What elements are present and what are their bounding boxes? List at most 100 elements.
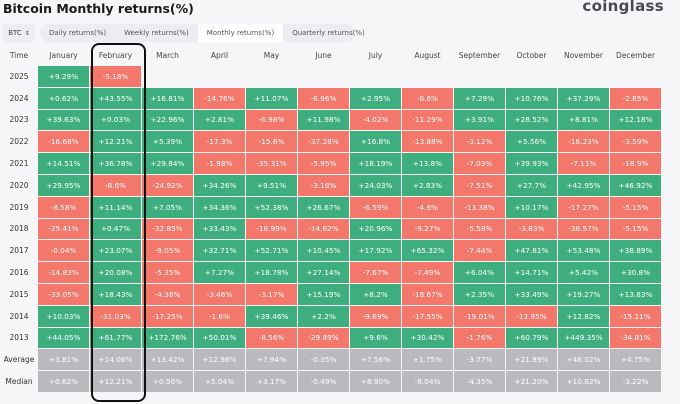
return-cell: +29.95% <box>38 174 89 196</box>
return-cell: +19.27% <box>558 283 609 305</box>
return-cell: +14.51% <box>38 153 89 174</box>
return-cell: +12.21% <box>90 131 141 153</box>
return-cell: +29.84% <box>142 153 193 174</box>
month-header-august: August <box>414 50 441 60</box>
return-cell: -17.27% <box>558 196 609 218</box>
return-cell: -19.01% <box>454 305 505 327</box>
row-label: 2022 <box>9 137 29 147</box>
return-cell: -12.95% <box>506 305 557 327</box>
return-cell: +43.55% <box>90 87 141 109</box>
return-cell: -7.11% <box>558 153 609 174</box>
return-cell: -15.6% <box>246 131 297 153</box>
return-cell: +10.03% <box>38 305 89 327</box>
return-cell: +18.43% <box>90 283 141 305</box>
return-cell: +9.6% <box>350 327 401 349</box>
month-header-march: March <box>156 50 179 60</box>
return-cell: -24.92% <box>142 174 193 196</box>
return-cell: -0.04% <box>38 240 89 262</box>
updown-chevron-icon: ⇕ <box>24 29 30 37</box>
return-cell: +20.08% <box>90 262 141 283</box>
return-cell: +0.47% <box>90 218 141 240</box>
return-cell: +449.35% <box>558 327 609 349</box>
row-label: 2016 <box>9 268 29 278</box>
return-cell: +28.52% <box>506 109 557 131</box>
row-label: 2014 <box>9 311 29 321</box>
return-cell: +0.50% <box>142 371 193 392</box>
tab-daily-returns[interactable]: Daily returns(%) <box>49 29 107 37</box>
month-header-february: February <box>98 50 133 60</box>
return-cell: +14.06% <box>90 349 141 371</box>
return-cell: +39.63% <box>38 109 89 131</box>
return-cell: -3.12% <box>454 131 505 153</box>
return-cell: +5.39% <box>142 131 193 153</box>
return-cell: -4.6% <box>402 196 453 218</box>
return-cell: +23.07% <box>90 240 141 262</box>
month-header-april: April <box>210 50 229 60</box>
return-cell: +11.98% <box>298 109 349 131</box>
month-header-january: January <box>49 50 78 60</box>
row-label: Average <box>3 355 35 365</box>
return-cell: -4.35% <box>454 371 505 392</box>
return-cell: +16.81% <box>142 87 193 109</box>
table-header-row: Time January February March April May June Jul… <box>1 45 661 65</box>
return-cell: +172.76% <box>142 327 193 349</box>
table-row: Average +3.81% +14.06% +13.42% +12.98% +7.94%… <box>1 349 661 371</box>
return-cell: -5.58% <box>454 218 505 240</box>
return-cell: +3.81% <box>38 349 89 371</box>
row-label: 2017 <box>9 246 29 256</box>
coinglass-logo: coinglass <box>582 0 664 15</box>
asset-select[interactable]: BTC ⇕ <box>3 24 35 42</box>
return-cell: +0.62% <box>38 87 89 109</box>
return-cell <box>454 66 505 87</box>
table-row: 2018 -25.41% +0.47% -32.85% +33.43% -18.99% -1… <box>1 218 661 240</box>
return-cell: +16.8% <box>350 131 401 153</box>
return-cell: +7.94% <box>246 349 297 371</box>
month-header-november: November <box>563 50 604 60</box>
return-cell: +11.07% <box>246 87 297 109</box>
table-row: 2022 -16.68% +12.21% +5.39% -17.3% -15.6% -37.… <box>1 131 661 153</box>
return-cell: -29.89% <box>298 327 349 349</box>
return-cell: +24.03% <box>350 174 401 196</box>
row-label: 2020 <box>9 180 29 190</box>
row-label: 2019 <box>9 202 29 212</box>
return-cell: -3.77% <box>454 349 505 371</box>
table-row: 2016 -14.83% +20.08% -5.35% +7.27% +18.78% +27… <box>1 262 661 283</box>
return-cell: +13.83% <box>610 283 661 305</box>
return-cell: -4.38% <box>142 283 193 305</box>
return-cell: -1.76% <box>454 327 505 349</box>
return-cell: -14.76% <box>194 87 245 109</box>
return-cell: -3.17% <box>246 283 297 305</box>
return-cell: +2.95% <box>350 87 401 109</box>
return-cell: -6.96% <box>298 87 349 109</box>
return-cell: +9.51% <box>246 174 297 196</box>
return-cell: +7.29% <box>454 87 505 109</box>
return-cell: +21.89% <box>506 349 557 371</box>
return-cell: +7.56% <box>350 349 401 371</box>
return-cell: +5.42% <box>558 262 609 283</box>
tab-quarterly-returns[interactable]: Quarterly returns(%) <box>292 29 365 37</box>
month-header-may: May <box>263 50 280 60</box>
return-cell: -6.98% <box>246 109 297 131</box>
return-cell: -2.85% <box>610 87 661 109</box>
return-cell: +18.78% <box>246 262 297 283</box>
returns-tabs: Daily returns(%) Weekly returns(%) Month… <box>40 24 365 42</box>
tab-weekly-returns[interactable]: Weekly returns(%) <box>124 29 189 37</box>
tab-monthly-returns[interactable]: Monthly returns(%) <box>197 24 284 42</box>
return-cell: +38.89% <box>610 240 661 262</box>
return-cell: +3.91% <box>454 109 505 131</box>
return-cell: +13.8% <box>402 153 453 174</box>
return-cell <box>142 66 193 87</box>
table-row: 2024 +0.62% +43.55% +16.81% -14.76% +11.07% -6… <box>1 87 661 109</box>
return-cell: +12.98% <box>194 349 245 371</box>
return-cell: -3.22% <box>610 371 661 392</box>
table-row: Median +0.62% +12.21% +0.50% +5.04% +3.17% -0.… <box>1 371 661 392</box>
return-cell: +2.83% <box>402 174 453 196</box>
return-cell: +33.43% <box>194 218 245 240</box>
month-header-october: October <box>516 50 547 60</box>
return-cell: +12.18% <box>610 109 661 131</box>
return-cell: -16.68% <box>38 131 89 153</box>
return-cell: +3.17% <box>246 371 297 392</box>
return-cell: -6.59% <box>350 196 401 218</box>
return-cell: -3.83% <box>506 218 557 240</box>
row-label: 2021 <box>9 159 29 169</box>
